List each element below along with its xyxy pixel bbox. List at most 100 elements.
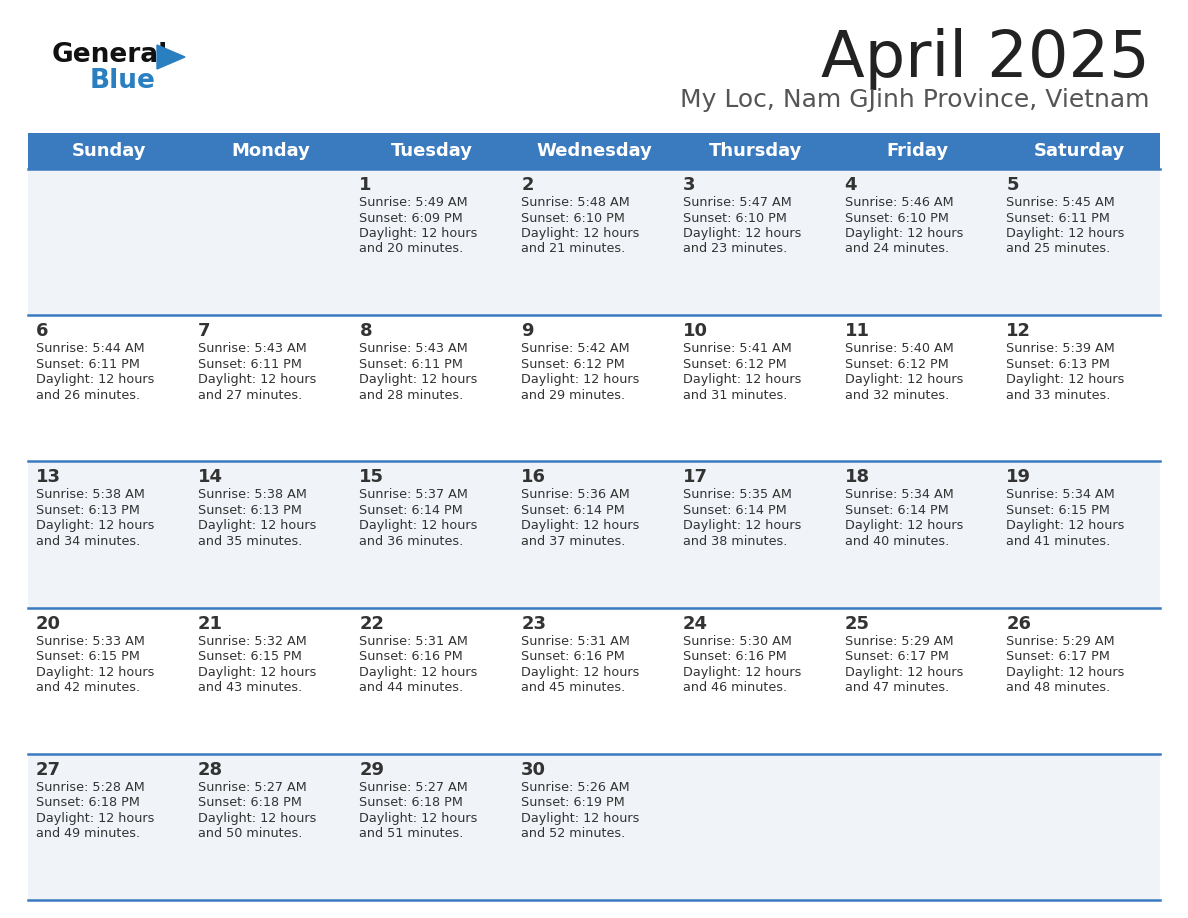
Text: Daylight: 12 hours: Daylight: 12 hours	[683, 666, 801, 678]
Text: Daylight: 12 hours: Daylight: 12 hours	[1006, 227, 1125, 240]
Text: Daylight: 12 hours: Daylight: 12 hours	[36, 666, 154, 678]
Text: Sunrise: 5:38 AM: Sunrise: 5:38 AM	[36, 488, 145, 501]
Text: Sunset: 6:10 PM: Sunset: 6:10 PM	[522, 211, 625, 225]
Text: Sunrise: 5:32 AM: Sunrise: 5:32 AM	[197, 634, 307, 647]
Text: and 49 minutes.: and 49 minutes.	[36, 827, 140, 840]
Text: 23: 23	[522, 614, 546, 633]
Text: Daylight: 12 hours: Daylight: 12 hours	[36, 520, 154, 532]
Text: and 45 minutes.: and 45 minutes.	[522, 681, 625, 694]
Text: Sunrise: 5:44 AM: Sunrise: 5:44 AM	[36, 342, 145, 355]
Text: and 31 minutes.: and 31 minutes.	[683, 388, 788, 402]
Text: Sunset: 6:15 PM: Sunset: 6:15 PM	[197, 650, 302, 663]
Text: Sunrise: 5:40 AM: Sunrise: 5:40 AM	[845, 342, 953, 355]
Text: and 23 minutes.: and 23 minutes.	[683, 242, 788, 255]
Text: Sunset: 6:09 PM: Sunset: 6:09 PM	[360, 211, 463, 225]
Text: and 44 minutes.: and 44 minutes.	[360, 681, 463, 694]
Text: Daylight: 12 hours: Daylight: 12 hours	[845, 520, 963, 532]
Text: Daylight: 12 hours: Daylight: 12 hours	[522, 666, 639, 678]
Text: Sunset: 6:16 PM: Sunset: 6:16 PM	[360, 650, 463, 663]
Text: Thursday: Thursday	[709, 142, 802, 160]
Text: Sunset: 6:11 PM: Sunset: 6:11 PM	[197, 358, 302, 371]
Text: Tuesday: Tuesday	[391, 142, 473, 160]
Text: Friday: Friday	[886, 142, 948, 160]
Text: and 34 minutes.: and 34 minutes.	[36, 535, 140, 548]
Text: 9: 9	[522, 322, 533, 341]
Text: Sunrise: 5:31 AM: Sunrise: 5:31 AM	[522, 634, 630, 647]
Text: Sunset: 6:15 PM: Sunset: 6:15 PM	[36, 650, 140, 663]
Text: 10: 10	[683, 322, 708, 341]
Text: and 20 minutes.: and 20 minutes.	[360, 242, 463, 255]
Text: and 38 minutes.: and 38 minutes.	[683, 535, 788, 548]
Text: 18: 18	[845, 468, 870, 487]
Text: Sunrise: 5:35 AM: Sunrise: 5:35 AM	[683, 488, 791, 501]
Bar	[29, 462, 1159, 608]
Text: 3: 3	[683, 176, 695, 194]
Text: Daylight: 12 hours: Daylight: 12 hours	[197, 666, 316, 678]
Text: and 40 minutes.: and 40 minutes.	[845, 535, 949, 548]
Text: Sunrise: 5:43 AM: Sunrise: 5:43 AM	[360, 342, 468, 355]
Text: Sunrise: 5:45 AM: Sunrise: 5:45 AM	[1006, 196, 1116, 209]
Text: and 48 minutes.: and 48 minutes.	[1006, 681, 1111, 694]
Text: Daylight: 12 hours: Daylight: 12 hours	[522, 374, 639, 386]
Text: 13: 13	[36, 468, 61, 487]
Text: Blue: Blue	[90, 68, 156, 94]
Text: 22: 22	[360, 614, 385, 633]
Text: General: General	[52, 42, 169, 68]
Text: Daylight: 12 hours: Daylight: 12 hours	[1006, 374, 1125, 386]
Text: Sunrise: 5:28 AM: Sunrise: 5:28 AM	[36, 781, 145, 794]
Text: Daylight: 12 hours: Daylight: 12 hours	[360, 374, 478, 386]
Text: Daylight: 12 hours: Daylight: 12 hours	[845, 666, 963, 678]
Text: Daylight: 12 hours: Daylight: 12 hours	[197, 812, 316, 824]
Text: 28: 28	[197, 761, 223, 778]
Text: 14: 14	[197, 468, 222, 487]
Text: Sunrise: 5:31 AM: Sunrise: 5:31 AM	[360, 634, 468, 647]
Text: Sunset: 6:16 PM: Sunset: 6:16 PM	[683, 650, 786, 663]
Text: Sunrise: 5:43 AM: Sunrise: 5:43 AM	[197, 342, 307, 355]
Bar	[29, 133, 1159, 169]
Text: Sunset: 6:14 PM: Sunset: 6:14 PM	[683, 504, 786, 517]
Text: and 27 minutes.: and 27 minutes.	[197, 388, 302, 402]
Text: Sunset: 6:17 PM: Sunset: 6:17 PM	[1006, 650, 1110, 663]
Text: Sunset: 6:11 PM: Sunset: 6:11 PM	[36, 358, 140, 371]
Text: 26: 26	[1006, 614, 1031, 633]
Text: Sunrise: 5:39 AM: Sunrise: 5:39 AM	[1006, 342, 1116, 355]
Text: Daylight: 12 hours: Daylight: 12 hours	[197, 520, 316, 532]
Text: and 37 minutes.: and 37 minutes.	[522, 535, 626, 548]
Text: Sunset: 6:11 PM: Sunset: 6:11 PM	[1006, 211, 1110, 225]
Text: Daylight: 12 hours: Daylight: 12 hours	[683, 520, 801, 532]
Bar	[29, 315, 1159, 462]
Text: Sunset: 6:10 PM: Sunset: 6:10 PM	[845, 211, 948, 225]
Text: and 51 minutes.: and 51 minutes.	[360, 827, 463, 840]
Text: 6: 6	[36, 322, 49, 341]
Text: 8: 8	[360, 322, 372, 341]
Text: Sunrise: 5:34 AM: Sunrise: 5:34 AM	[1006, 488, 1116, 501]
Text: and 35 minutes.: and 35 minutes.	[197, 535, 302, 548]
Text: and 52 minutes.: and 52 minutes.	[522, 827, 625, 840]
Text: Monday: Monday	[232, 142, 310, 160]
Text: 21: 21	[197, 614, 222, 633]
Text: 29: 29	[360, 761, 385, 778]
Text: Sunrise: 5:29 AM: Sunrise: 5:29 AM	[1006, 634, 1114, 647]
Text: Daylight: 12 hours: Daylight: 12 hours	[360, 520, 478, 532]
Text: Daylight: 12 hours: Daylight: 12 hours	[360, 812, 478, 824]
Text: 20: 20	[36, 614, 61, 633]
Text: Daylight: 12 hours: Daylight: 12 hours	[36, 374, 154, 386]
Text: Sunrise: 5:33 AM: Sunrise: 5:33 AM	[36, 634, 145, 647]
Text: Sunset: 6:14 PM: Sunset: 6:14 PM	[845, 504, 948, 517]
Text: and 42 minutes.: and 42 minutes.	[36, 681, 140, 694]
Bar	[29, 169, 1159, 315]
Text: Sunrise: 5:27 AM: Sunrise: 5:27 AM	[360, 781, 468, 794]
Text: and 47 minutes.: and 47 minutes.	[845, 681, 949, 694]
Text: Sunset: 6:12 PM: Sunset: 6:12 PM	[683, 358, 786, 371]
Text: and 43 minutes.: and 43 minutes.	[197, 681, 302, 694]
Bar	[29, 608, 1159, 754]
Text: and 25 minutes.: and 25 minutes.	[1006, 242, 1111, 255]
Text: 4: 4	[845, 176, 857, 194]
Text: and 24 minutes.: and 24 minutes.	[845, 242, 949, 255]
Text: 30: 30	[522, 761, 546, 778]
Text: Sunrise: 5:26 AM: Sunrise: 5:26 AM	[522, 781, 630, 794]
Text: Sunrise: 5:34 AM: Sunrise: 5:34 AM	[845, 488, 953, 501]
Text: Daylight: 12 hours: Daylight: 12 hours	[36, 812, 154, 824]
Text: Sunrise: 5:29 AM: Sunrise: 5:29 AM	[845, 634, 953, 647]
Text: Daylight: 12 hours: Daylight: 12 hours	[683, 227, 801, 240]
